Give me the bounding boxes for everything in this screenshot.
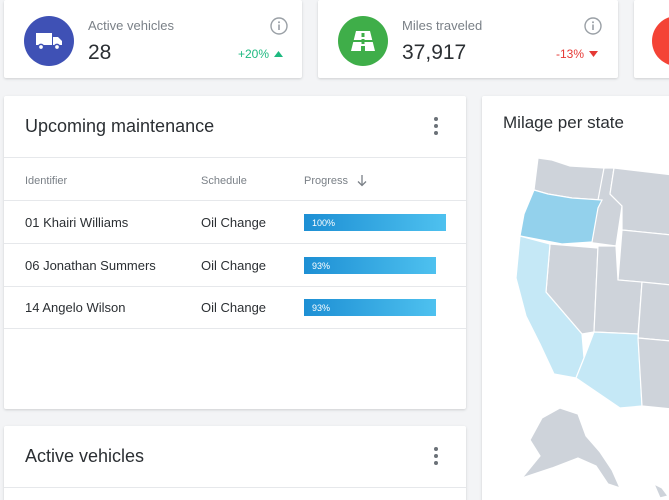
stat-card-partial bbox=[634, 0, 669, 78]
stat-label: Active vehicles bbox=[88, 18, 174, 33]
divider bbox=[4, 157, 466, 158]
state-alaska bbox=[520, 407, 622, 489]
more-vert-icon[interactable] bbox=[428, 116, 444, 136]
row-identifier: 14 Angelo Wilson bbox=[25, 300, 126, 315]
stat-change: +20% bbox=[238, 47, 284, 61]
row-schedule: Oil Change bbox=[201, 258, 267, 273]
us-map[interactable] bbox=[482, 96, 669, 500]
divider bbox=[4, 286, 466, 287]
progress-bar-fill: 93% bbox=[304, 299, 437, 316]
stat-value: 28 bbox=[88, 41, 112, 64]
progress-bar: 93% bbox=[304, 257, 446, 274]
progress-label: 100% bbox=[312, 217, 336, 228]
active-vehicles-card: Active vehicles bbox=[4, 426, 466, 500]
state-oregon bbox=[519, 189, 603, 245]
info-icon[interactable] bbox=[270, 17, 288, 35]
stat-value: 37,917 bbox=[402, 41, 467, 64]
row-schedule: Oil Change bbox=[201, 300, 267, 315]
section-title: Active vehicles bbox=[25, 446, 145, 466]
divider bbox=[4, 200, 466, 201]
more-vert-icon[interactable] bbox=[428, 446, 444, 466]
stat-label: Miles traveled bbox=[402, 18, 483, 33]
triangle-down-icon bbox=[589, 51, 599, 57]
progress-label: 93% bbox=[312, 302, 331, 313]
upcoming-maintenance-card: Upcoming maintenance bbox=[4, 96, 466, 409]
progress-bar-fill: 100% bbox=[304, 214, 446, 231]
state-colorado bbox=[637, 281, 669, 342]
section-title: Milage per state bbox=[503, 113, 624, 132]
section-title: Upcoming maintenance bbox=[25, 116, 215, 136]
arrow-down-icon bbox=[357, 175, 367, 187]
state-wyoming bbox=[617, 229, 669, 286]
road-icon bbox=[338, 16, 388, 66]
row-schedule: Oil Change bbox=[201, 215, 267, 230]
divider bbox=[4, 243, 466, 244]
stat-card-miles-traveled: Miles traveled 37,917 -13% bbox=[318, 0, 618, 78]
stat-change: -13% bbox=[556, 47, 599, 61]
column-header-schedule[interactable]: Schedule bbox=[201, 175, 247, 187]
progress-bar-fill: 93% bbox=[304, 257, 437, 274]
column-header-progress[interactable]: Progress bbox=[304, 175, 367, 187]
alert-icon bbox=[652, 16, 669, 66]
column-header-label: Progress bbox=[304, 175, 349, 187]
row-identifier: 06 Jonathan Summers bbox=[25, 258, 156, 273]
progress-bar: 93% bbox=[304, 299, 446, 316]
truck-icon bbox=[24, 16, 74, 66]
triangle-up-icon bbox=[274, 51, 284, 57]
state-new-mexico bbox=[637, 337, 669, 410]
stat-change-value: +20% bbox=[238, 47, 270, 61]
state-hawaii bbox=[652, 482, 669, 499]
stat-card-active-vehicles: Active vehicles 28 +20% bbox=[4, 0, 302, 78]
column-header-identifier[interactable]: Identifier bbox=[25, 175, 68, 187]
row-identifier: 01 Khairi Williams bbox=[25, 215, 129, 230]
state-arizona bbox=[575, 331, 643, 409]
milage-map-card: Milage per state bbox=[482, 96, 669, 500]
stat-change-value: -13% bbox=[556, 47, 585, 61]
progress-bar: 100% bbox=[304, 214, 446, 231]
divider bbox=[4, 328, 466, 329]
info-icon[interactable] bbox=[584, 17, 602, 35]
progress-label: 93% bbox=[312, 260, 331, 271]
divider bbox=[4, 487, 466, 488]
